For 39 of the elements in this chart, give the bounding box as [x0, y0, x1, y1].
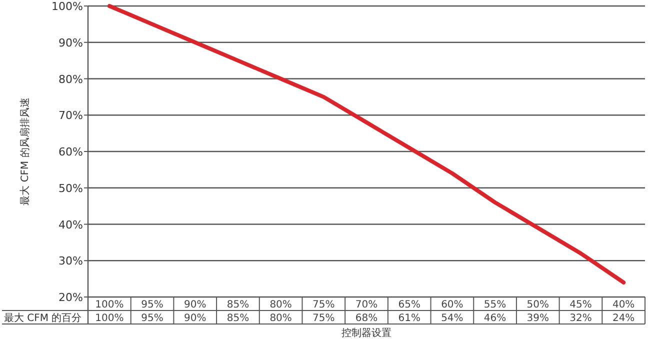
data-label: 39% — [526, 313, 549, 324]
x-tick-label: 80% — [270, 300, 292, 310]
x-tick-label: 65% — [398, 300, 420, 310]
text: 最大 CFM 的百分 — [4, 312, 82, 324]
x-tick-label: 60% — [441, 300, 464, 310]
x-tick-label: 85% — [226, 300, 250, 310]
data-label: 32% — [570, 313, 592, 324]
y-tick-label: 20% — [58, 291, 83, 304]
x-tick-label: 90% — [184, 300, 206, 310]
x-axis-title: 控制器设置 — [342, 327, 392, 339]
data-label: 68% — [355, 313, 378, 324]
data-label: 80% — [270, 313, 292, 324]
y-tick-label: 70% — [58, 109, 83, 122]
x-tick-label: 50% — [526, 300, 549, 310]
y-tick-label: 50% — [58, 182, 83, 195]
x-tick-label: 70% — [355, 300, 378, 310]
data-label: 54% — [441, 313, 464, 324]
y-tick-label: 80% — [58, 72, 83, 86]
x-tick-label: 55% — [484, 300, 506, 310]
data-label: 85% — [226, 313, 250, 324]
y-tick-label: 90% — [58, 36, 83, 50]
x-tick-label: 75% — [312, 300, 335, 310]
data-label: 61% — [398, 313, 420, 324]
x-tick-label: 40% — [612, 300, 635, 310]
data-label: 46% — [484, 313, 506, 324]
y-tick-label: 100% — [52, 0, 83, 13]
x-tick-label: 45% — [570, 300, 592, 310]
data-label: 95% — [141, 313, 164, 324]
x-tick-label: 100% — [95, 300, 124, 310]
line-series — [107, 4, 626, 284]
data-label: 90% — [184, 313, 206, 324]
data-label: 75% — [312, 313, 335, 324]
y-tick-label: 40% — [58, 218, 83, 232]
data-label: 100% — [95, 313, 124, 324]
x-tick-label: 95% — [141, 300, 164, 310]
data-label: 24% — [612, 313, 635, 324]
y-axis-title: 最大 CFM 的风扇排风速 — [19, 98, 31, 206]
y-tick-label: 60% — [58, 146, 83, 158]
y-tick-label: 30% — [58, 254, 83, 268]
